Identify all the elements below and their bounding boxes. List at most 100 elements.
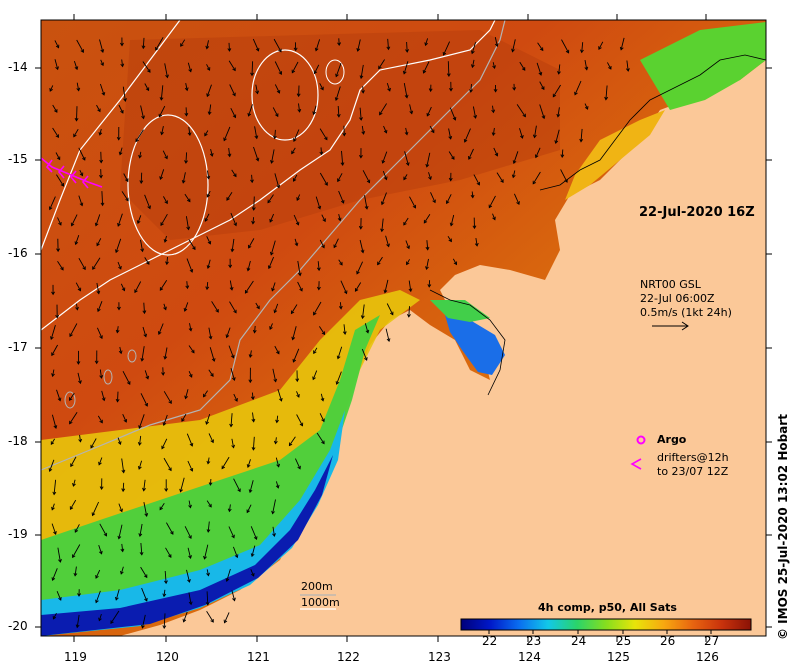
current-vector-head — [141, 624, 145, 629]
current-vector — [232, 546, 238, 558]
current-vector-head — [251, 207, 256, 211]
current-vector — [73, 60, 78, 70]
current-vector-head — [116, 136, 121, 141]
current-vector — [206, 190, 211, 198]
current-vector — [186, 569, 190, 583]
current-vector-head — [472, 225, 477, 230]
current-vector — [294, 458, 301, 469]
current-vectors — [48, 37, 630, 629]
current-vector — [231, 590, 236, 601]
kimberley-coastline — [539, 54, 766, 191]
current-vector-head — [90, 444, 94, 449]
current-vector — [142, 37, 145, 49]
current-vector-head — [356, 48, 361, 52]
current-vector — [54, 59, 59, 70]
current-vector-head — [162, 593, 167, 598]
current-vector-head — [139, 551, 144, 556]
current-vector-head — [134, 289, 138, 294]
current-vector — [626, 60, 629, 72]
current-vector-head — [80, 49, 84, 53]
current-vector — [273, 38, 282, 52]
current-vector-head — [538, 71, 543, 76]
current-vector — [274, 345, 280, 354]
current-vector — [291, 147, 296, 154]
current-vector — [206, 84, 212, 97]
current-vector — [252, 436, 255, 450]
current-vector — [165, 547, 172, 558]
current-vector-head — [343, 290, 348, 295]
current-vector-head — [99, 486, 104, 490]
current-vector-head — [356, 270, 360, 275]
current-vector-head — [291, 150, 295, 155]
current-vector-head — [405, 49, 409, 53]
current-vector — [185, 216, 190, 230]
current-vector — [69, 323, 78, 337]
current-vector-head — [55, 44, 60, 49]
current-vector-head — [511, 48, 515, 53]
current-vector — [360, 64, 364, 79]
current-vector-head — [494, 43, 499, 48]
current-vector-head — [532, 180, 537, 185]
current-vector — [291, 304, 298, 314]
current-vector — [52, 104, 58, 113]
current-vector-head — [271, 287, 275, 292]
current-vector-head — [404, 94, 409, 99]
current-vector — [362, 86, 364, 93]
current-vector — [70, 499, 77, 510]
current-vector-head — [100, 62, 104, 67]
current-vector-head — [522, 113, 526, 118]
current-time-label: 22-Jul 06:00Z — [640, 292, 715, 305]
current-vector-head — [232, 92, 236, 97]
current-vector — [382, 170, 387, 180]
current-vector — [96, 238, 102, 246]
current-vector — [77, 372, 81, 384]
current-vector — [229, 280, 233, 290]
current-vector — [276, 415, 279, 423]
current-vector-head — [512, 87, 517, 91]
current-vector — [186, 281, 188, 289]
current-vector-head — [625, 68, 630, 72]
current-vector — [206, 40, 209, 49]
current-vector — [228, 42, 230, 52]
current-vector-head — [98, 131, 103, 136]
current-vector-head — [340, 162, 345, 166]
current-vector-head — [519, 134, 524, 139]
current-vector — [519, 128, 523, 139]
current-vector — [231, 438, 235, 448]
current-vector — [143, 479, 146, 491]
current-vector — [189, 323, 192, 331]
lat-tick: -14 — [8, 60, 28, 74]
current-vector — [386, 82, 391, 92]
current-vector — [159, 169, 165, 180]
colorbar-ticks — [488, 630, 712, 634]
current-vector-head — [619, 46, 624, 51]
current-vector — [95, 569, 101, 579]
current-vector-head — [75, 624, 80, 629]
current-vector-head — [598, 46, 602, 50]
current-vector-head — [48, 468, 53, 473]
current-vector-head — [383, 289, 388, 294]
current-vector-head — [163, 355, 168, 360]
current-vector — [493, 147, 498, 156]
current-vector-head — [120, 548, 125, 553]
current-vector — [51, 414, 57, 429]
current-vector-head — [69, 333, 73, 338]
current-vector — [426, 258, 429, 270]
current-vector-head — [383, 129, 388, 134]
current-vector-head — [185, 285, 190, 290]
current-vector — [408, 306, 410, 317]
current-vector — [50, 324, 56, 340]
current-vector-head — [181, 418, 185, 422]
current-vector-head — [206, 460, 211, 465]
current-vector — [319, 83, 324, 90]
current-vector-head — [297, 465, 301, 470]
current-vector-head — [291, 69, 296, 74]
current-vector — [54, 40, 60, 48]
current-vector-head — [231, 444, 236, 449]
current-vector — [426, 152, 431, 167]
current-vector-head — [361, 131, 366, 135]
current-vector-head — [565, 49, 570, 54]
current-vector-head — [117, 222, 121, 227]
current-vector-head — [250, 553, 255, 558]
